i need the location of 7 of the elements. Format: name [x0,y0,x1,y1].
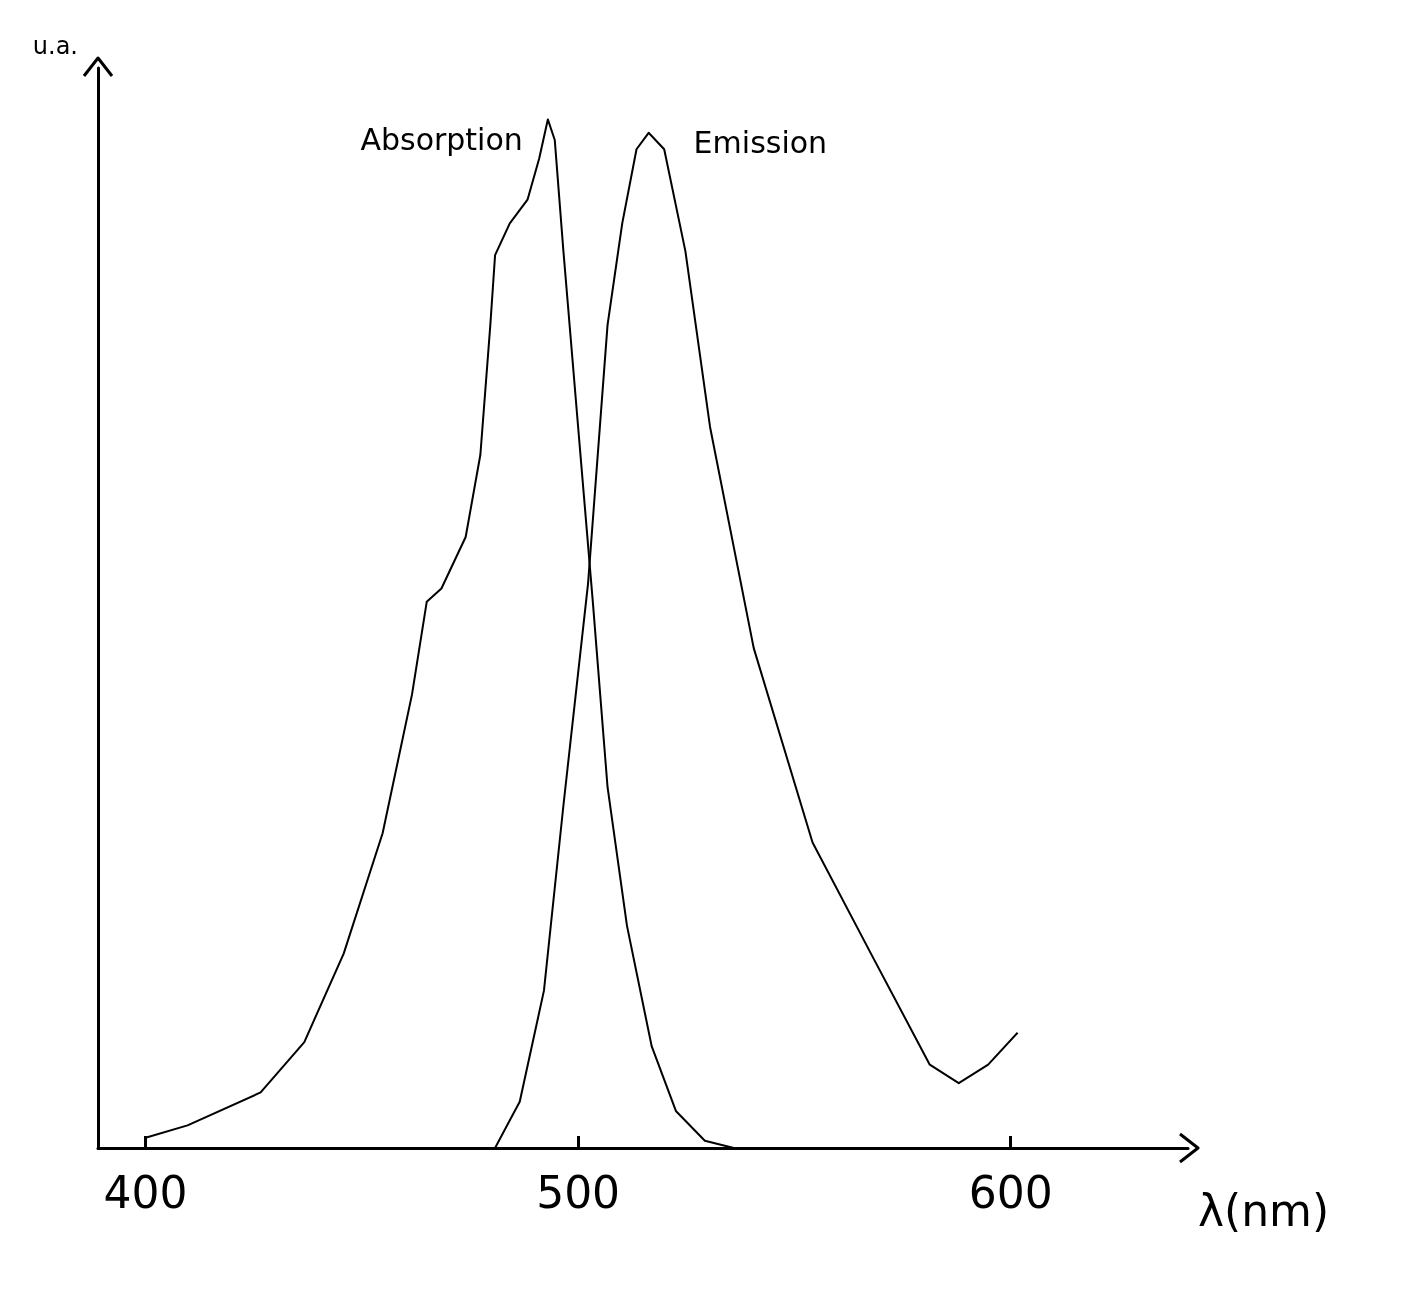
x-tick-label: 500 [536,1166,621,1218]
series-label: Absorption [360,121,523,157]
series-label: Emission [693,125,828,161]
x-axis-title: λ(nm) [1198,1184,1330,1236]
x-tick-label: 400 [103,1166,188,1218]
x-tick-label: 600 [968,1166,1053,1218]
y-axis-title: u.a. [32,32,78,60]
